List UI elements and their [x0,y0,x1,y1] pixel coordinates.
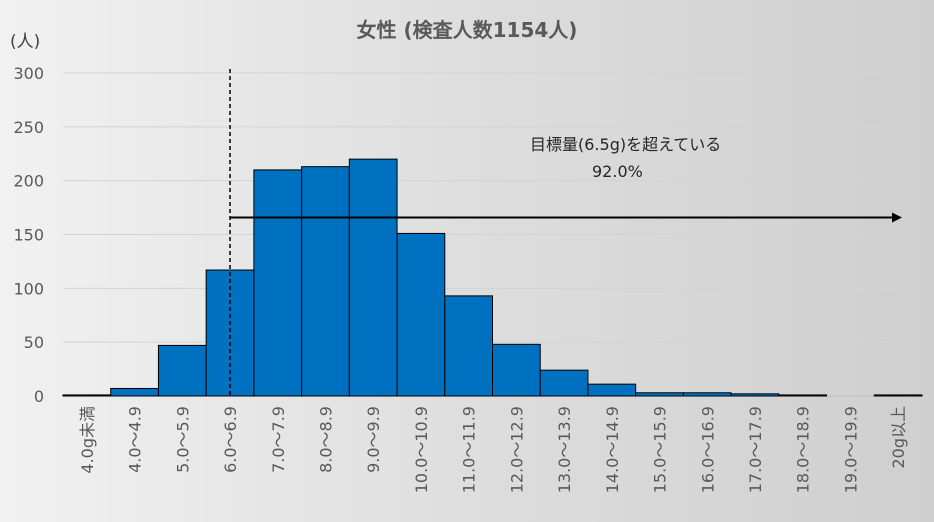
x-tick-label: 11.0～11.9 [460,406,479,493]
x-tick-label: 15.0～15.9 [651,406,670,493]
x-tick-label: 20g以上 [889,406,908,469]
annotation-line2: 92.0% [592,162,643,181]
x-tick-label: 17.0～17.9 [746,406,765,493]
y-unit-label: (人) [10,32,40,52]
bar [348,158,398,397]
bar [682,392,732,397]
bar [539,369,589,397]
annotation: 目標量(6.5g)を超えている 92.0% [229,69,902,396]
chart-title: 女性 (検査人数1154人) [357,18,578,42]
bar [301,166,350,397]
bar [62,394,112,397]
x-tick-label: 5.0～5.9 [173,406,192,473]
bar [730,393,780,397]
x-tick-label: 8.0～8.9 [316,406,335,473]
x-tick-label: 10.0～10.9 [412,406,431,493]
x-tick-label: 12.0～12.9 [507,406,526,493]
bar [444,295,493,397]
x-tick-label: 6.0～6.9 [221,406,240,473]
x-tick-label: 13.0～13.9 [555,406,574,493]
x-tick-label: 18.0～18.9 [794,406,813,493]
y-tick-label: 0 [34,387,44,406]
bar [587,383,637,397]
x-tick-label: 7.0～7.9 [269,406,288,473]
y-tick-label: 300 [13,64,44,83]
x-tick-label: 4.0～4.9 [126,406,145,473]
bar [778,394,828,397]
x-tick-label: 14.0～14.9 [603,406,622,493]
annotation-line1: 目標量(6.5g)を超えている [530,135,721,154]
x-tick-labels: 4.0g未満 4.0～4.9 5.0～5.9 6.0～6.9 7.0～7.9 8.0～8.… [78,406,908,493]
bar [205,269,255,397]
x-tick-label: 9.0～9.9 [364,406,383,473]
y-tick-label: 150 [13,226,44,245]
x-tick-label: 16.0～16.9 [698,406,717,493]
bar [635,392,684,397]
bar [110,387,159,397]
y-tick-label: 250 [13,118,44,137]
bar [873,394,923,397]
bar [492,343,541,397]
arrow-head [892,212,902,223]
y-tick-labels: 0 50 100 150 200 250 300 [13,64,44,406]
bar [396,232,446,397]
x-tick-label: 19.0～19.9 [841,406,860,493]
y-tick-label: 200 [13,172,44,191]
y-tick-label: 100 [13,279,44,298]
bar [253,169,303,397]
bars [62,158,923,397]
x-tick-label: 4.0g未満 [78,406,97,474]
bar [157,344,207,397]
y-tick-label: 50 [24,333,44,352]
